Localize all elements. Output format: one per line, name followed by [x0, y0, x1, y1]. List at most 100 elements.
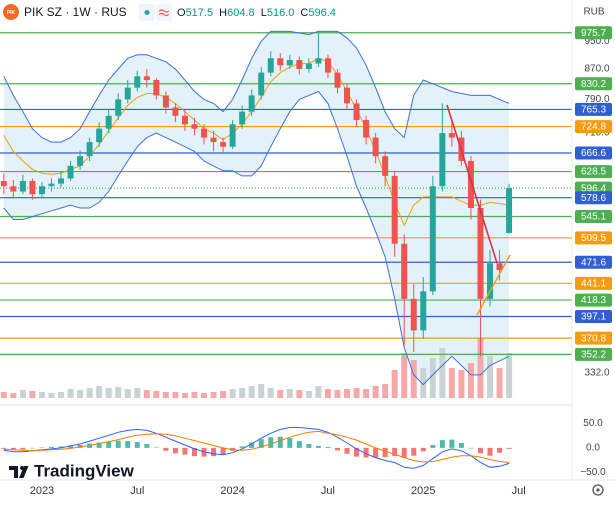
volume-bar	[248, 386, 255, 398]
candle-body	[58, 178, 65, 184]
logo-text: PIK	[7, 10, 16, 16]
candle-body	[0, 181, 7, 187]
price-label-box	[575, 120, 612, 134]
candle-body	[19, 181, 26, 192]
macd-histogram-bar	[458, 443, 464, 448]
candle-body	[29, 181, 36, 195]
volume-bar	[324, 389, 331, 398]
macd-histogram-bar	[306, 444, 312, 448]
price-label: 724.8	[581, 122, 606, 133]
macd-histogram-bar	[392, 447, 398, 457]
volume-bar	[277, 390, 284, 398]
macd-histogram-bar	[29, 447, 35, 449]
candle-body	[334, 72, 341, 88]
volume-bar	[67, 389, 74, 398]
legend-header: PIK PIK SZ · 1W · RUS O517.5 H604.8 L516…	[3, 4, 605, 21]
macd-histogram-bar	[354, 447, 360, 457]
price-label: 352.2	[581, 350, 606, 361]
macd-histogram-bar	[497, 447, 503, 453]
macd-histogram-bar	[487, 447, 493, 456]
volume-bar	[353, 388, 360, 398]
macd-tick-label: 50.0	[583, 418, 603, 429]
price-label: 397.1	[581, 312, 606, 323]
trend-drawing	[446, 104, 498, 264]
macd-histogram-bar	[439, 440, 445, 448]
volume-bar	[162, 392, 169, 398]
ohlc: O517.5 H604.8 L516.0 C596.4	[177, 7, 336, 19]
macd-histogram-bar	[449, 439, 455, 448]
price-label: 509.5	[581, 233, 606, 244]
status-dot	[144, 10, 150, 15]
x-tick-label: Jul	[130, 485, 144, 497]
candle-body	[382, 156, 389, 176]
candle-body	[477, 208, 484, 299]
volume-bar	[153, 391, 160, 398]
volume-bar	[267, 388, 274, 398]
macd-histogram-bar	[125, 441, 131, 448]
compare-icon	[158, 9, 170, 17]
macd-histogram-bar	[48, 446, 54, 448]
candle-body	[277, 58, 284, 66]
macd-histogram-bar	[106, 441, 112, 448]
volume-bar	[96, 386, 103, 398]
plot-area	[0, 30, 572, 469]
band-fill	[3, 31, 510, 385]
candle-body	[401, 243, 408, 299]
macd-histogram-bar	[315, 445, 321, 448]
macd-histogram-bar	[10, 447, 16, 450]
ohlc-value: 517.5	[186, 7, 214, 19]
indicator-line	[3, 90, 510, 386]
price-label: 765.3	[581, 105, 606, 116]
volume-bar	[29, 391, 36, 398]
macd-histogram-bar	[191, 447, 197, 457]
ohlc-value: 604.8	[227, 7, 255, 19]
candle-body	[258, 72, 265, 96]
candle-body	[191, 124, 198, 129]
price-label: 596.4	[581, 183, 606, 194]
macd-histogram-bar	[325, 446, 331, 448]
x-tick-label: 2024	[220, 485, 244, 497]
candle-body	[153, 80, 160, 96]
volume-bar	[477, 338, 484, 398]
candle-body	[210, 137, 217, 143]
price-label: 370.8	[581, 333, 606, 344]
volume-bar	[77, 390, 84, 398]
trend-drawing	[476, 254, 511, 316]
y-tick-label: 332.0	[584, 368, 609, 379]
volume-bar	[124, 389, 131, 398]
candle-body	[353, 103, 360, 121]
volume-bar	[286, 389, 293, 398]
price-label: 545.1	[581, 212, 606, 223]
macd-histogram-bar	[96, 442, 102, 448]
settings-button[interactable]	[592, 484, 604, 496]
symbol-title: PIK SZ · 1W · RUS	[24, 5, 127, 19]
volume-bar	[467, 363, 474, 398]
ohlc-key: L	[261, 7, 267, 19]
macd-histogram-bar	[477, 447, 483, 454]
price-label-box	[575, 309, 612, 323]
volume-bar	[401, 353, 408, 398]
price-label-box	[575, 146, 612, 160]
macd-histogram-bar	[153, 447, 159, 448]
macd-histogram-bar	[1, 447, 7, 449]
compare-button[interactable]	[156, 4, 172, 21]
volume-bar	[429, 358, 436, 398]
volume-bar	[487, 356, 494, 398]
candle-body	[181, 115, 188, 125]
price-label: 441.1	[581, 278, 606, 289]
volume-bar	[258, 384, 265, 398]
price-label-box	[575, 255, 612, 269]
ohlc-value: 516.0	[267, 7, 295, 19]
volume-bar	[134, 388, 141, 398]
candle-body	[391, 175, 398, 244]
candle-body	[115, 99, 122, 116]
candle-body	[201, 128, 208, 138]
volume-bar	[210, 392, 217, 398]
ohlc-key: H	[219, 7, 227, 19]
macd-histogram-bar	[468, 447, 474, 449]
volume-bar	[344, 389, 351, 398]
candle-body	[162, 95, 169, 108]
candle-body	[96, 128, 103, 143]
volume-bar	[229, 389, 236, 398]
price-label-box	[575, 102, 612, 116]
